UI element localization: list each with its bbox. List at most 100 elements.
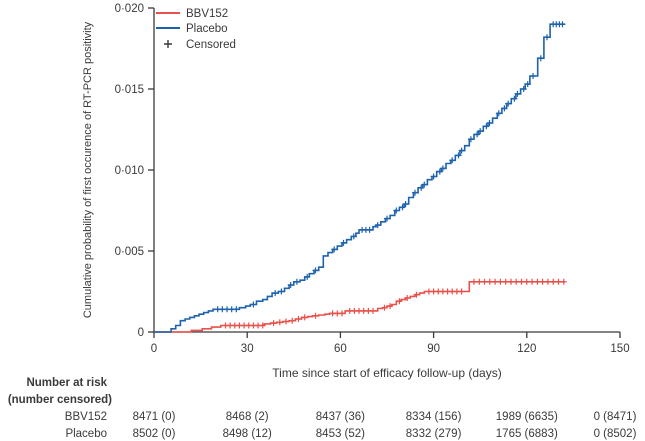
risk-value: 8334 (156) (406, 411, 462, 423)
bbv152-censor-mark (539, 278, 546, 285)
y-tick-label: 0·005 (115, 246, 144, 258)
placebo-censor-mark (520, 86, 527, 92)
risk-value: 0 (8502) (594, 428, 637, 440)
x-tick-label: 30 (241, 343, 254, 355)
placebo-censor-mark (430, 173, 437, 180)
placebo-censor-mark (418, 184, 425, 191)
number-at-risk-table: Number at risk (number censored) BBV152 … (8, 377, 637, 440)
placebo-censor-mark (250, 301, 257, 308)
risk-value: 8502 (0) (133, 428, 176, 440)
legend-censored-plus-icon (164, 40, 172, 48)
placebo-censor-mark (458, 147, 465, 154)
placebo-censor-mark (483, 123, 490, 130)
bbv152-censor-mark (497, 278, 504, 285)
risk-value: 8498 (12) (223, 428, 272, 440)
placebo-censor-mark (514, 90, 521, 97)
risk-row-label-bbv152: BBV152 (65, 411, 107, 423)
placebo-censor-mark (530, 73, 536, 79)
risk-value: 8332 (279) (406, 428, 462, 440)
placebo-censor-mark (559, 21, 566, 28)
placebo-censor-mark (412, 189, 418, 196)
legend-bbv152-label: BBV152 (186, 8, 228, 20)
bbv152-censor-mark (312, 312, 319, 319)
bbv152-censor-mark (270, 320, 277, 327)
risk-row-label-placebo: Placebo (65, 428, 107, 440)
placebo-censor-mark (505, 100, 512, 107)
bbv152-censor-mark (502, 278, 509, 285)
placebo-censor-mark (340, 239, 347, 246)
placebo-censor-mark (287, 282, 294, 288)
bbv152-censor-mark (550, 278, 557, 285)
placebo-censor-mark (293, 278, 300, 285)
legend: BBV152 Placebo Censored (156, 8, 236, 51)
placebo-censor-mark (474, 131, 481, 138)
placebo-censor-mark (467, 136, 474, 143)
bbv152-censor-mark (518, 278, 525, 285)
placebo-censor-mark (402, 201, 409, 207)
risk-value: 8437 (36) (316, 411, 365, 423)
placebo-curve (154, 23, 565, 333)
bbv152-censor-mark (544, 278, 551, 285)
bbv152-censor-mark (381, 304, 388, 311)
risk-table-title-line1: Number at risk (26, 377, 107, 389)
placebo-censor-mark (455, 152, 462, 159)
placebo-censor-mark (399, 204, 406, 211)
y-tick-label: 0·015 (115, 84, 144, 96)
x-tick-label: 60 (334, 343, 347, 355)
y-axis-title: Cumulative probability of first occurenc… (82, 21, 94, 318)
bbv152-censor-mark (492, 278, 499, 285)
y-tick-label: 0·020 (115, 3, 144, 15)
placebo-censor-mark (350, 233, 357, 240)
placebo-censor-mark (524, 81, 531, 88)
bbv152-censor-mark (295, 316, 302, 322)
bbv152-censor-mark (481, 278, 488, 285)
placebo-censor-mark (511, 95, 518, 102)
x-axis-ticks: 0 30 60 90 120 150 (151, 332, 630, 355)
y-axis-ticks: 0 0·005 0·010 0·015 0·020 (115, 3, 154, 339)
placebo-censor-mark (233, 306, 240, 313)
placebo-censor-mark (278, 288, 285, 295)
risk-value: 8453 (52) (316, 428, 365, 440)
bbv152-censor-mark (259, 322, 266, 329)
placebo-censor-mark (544, 34, 550, 41)
placebo-censor-mark (374, 222, 381, 229)
x-tick-label: 0 (151, 343, 157, 355)
x-tick-label: 120 (517, 343, 536, 355)
legend-censored-label: Censored (186, 39, 236, 51)
legend-placebo-label: Placebo (186, 23, 228, 35)
risk-value: 1989 (6635) (496, 411, 558, 423)
bbv152-censor-mark (534, 278, 541, 285)
bbv152-censor-mark (513, 278, 520, 285)
bbv152-censor-mark (289, 317, 296, 324)
survival-curves (154, 23, 565, 333)
placebo-censor-mark (421, 181, 428, 188)
placebo-censor-mark (439, 165, 446, 172)
bbv152-censor-mark (301, 314, 308, 321)
placebo-censor-mark (312, 267, 319, 274)
bbv152-censor-mark (523, 278, 530, 285)
risk-value: 8471 (0) (133, 411, 176, 423)
risk-value: 0 (8471) (594, 411, 637, 423)
bbv152-censor-mark (283, 318, 289, 325)
placebo-censor-mark (501, 105, 508, 112)
placebo-censor-mark (393, 207, 400, 214)
placebo-censor-mark (366, 226, 373, 233)
placebo-censor-mark (537, 55, 544, 62)
placebo-censor-mark (331, 246, 338, 253)
x-tick-label: 150 (610, 343, 629, 355)
risk-table-title-line2: (number censored) (8, 394, 112, 406)
bbv152-censor-mark (276, 319, 283, 326)
x-axis-title: Time since start of efficacy follow-up (… (272, 366, 501, 380)
bbv152-censor-mark (370, 307, 376, 314)
risk-table-values: 8471 (0) 8468 (2) 8437 (36) 8334 (156) 1989 … (133, 411, 637, 440)
placebo-censor-mark (304, 273, 311, 280)
bbv152-censor-mark (458, 288, 465, 295)
placebo-censor-mark (436, 168, 443, 175)
bbv152-censor-mark (396, 298, 403, 305)
bbv152-censor-mark (476, 278, 483, 285)
bbv152-censor-mark (486, 278, 493, 285)
bbv152-censor-mark (339, 310, 345, 317)
risk-value: 8468 (2) (226, 411, 269, 423)
